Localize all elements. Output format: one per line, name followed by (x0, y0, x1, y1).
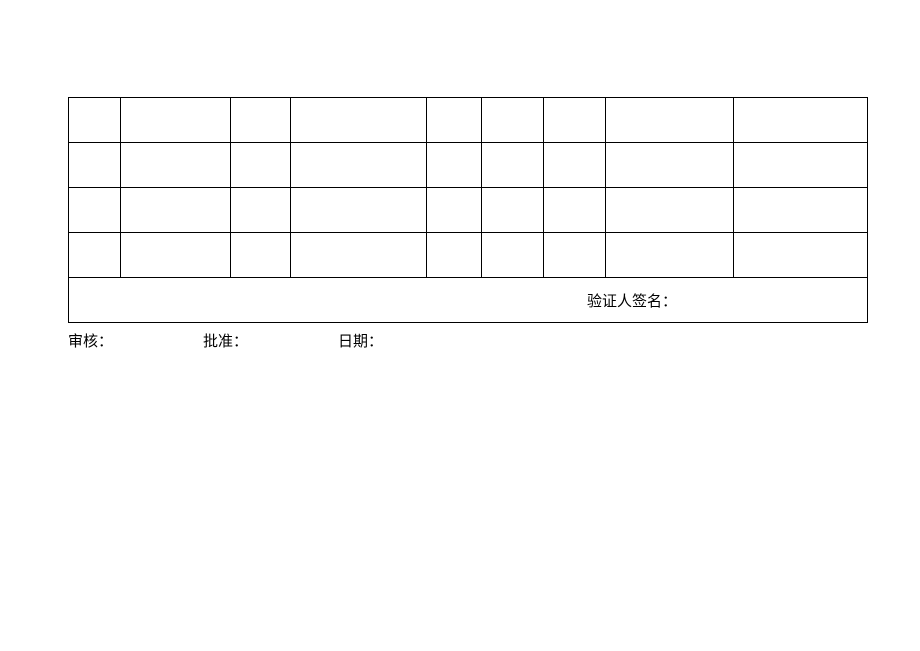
footer-labels: 审核： 批准： 日期： (68, 330, 383, 351)
table-row (69, 188, 868, 233)
table-cell (120, 233, 230, 278)
table-cell (230, 233, 290, 278)
table-row (69, 143, 868, 188)
table-cell (120, 143, 230, 188)
table-cell (734, 233, 868, 278)
table-cell (290, 188, 426, 233)
signature-label: 验证人签名： (587, 294, 677, 310)
table-cell (120, 98, 230, 143)
signature-row: 验证人签名： (69, 278, 868, 323)
table-cell (69, 143, 121, 188)
table-row (69, 233, 868, 278)
table-cell (290, 98, 426, 143)
approve-label: 批准： (203, 330, 248, 351)
table-cell (426, 98, 482, 143)
signature-cell: 验证人签名： (69, 278, 868, 323)
table-cell (69, 188, 121, 233)
table-cell (482, 143, 544, 188)
form-table-container: 验证人签名： (68, 97, 868, 323)
table-cell (544, 233, 606, 278)
table-cell (606, 98, 734, 143)
table-cell (290, 143, 426, 188)
table-cell (544, 188, 606, 233)
table-cell (69, 233, 121, 278)
table-cell (482, 188, 544, 233)
table-cell (426, 143, 482, 188)
table-cell (426, 188, 482, 233)
table-cell (230, 143, 290, 188)
table-cell (230, 188, 290, 233)
table-cell (606, 143, 734, 188)
table-cell (544, 98, 606, 143)
table-cell (734, 143, 868, 188)
table-cell (606, 233, 734, 278)
table-cell (606, 188, 734, 233)
table-cell (120, 188, 230, 233)
table-cell (230, 98, 290, 143)
table-cell (482, 98, 544, 143)
review-label: 审核： (68, 330, 113, 351)
table-cell (426, 233, 482, 278)
table-cell (69, 98, 121, 143)
form-table: 验证人签名： (68, 97, 868, 323)
table-cell (544, 143, 606, 188)
table-cell (734, 188, 868, 233)
table-cell (734, 98, 868, 143)
table-cell (482, 233, 544, 278)
table-row (69, 98, 868, 143)
date-label: 日期： (338, 330, 383, 351)
table-cell (290, 233, 426, 278)
